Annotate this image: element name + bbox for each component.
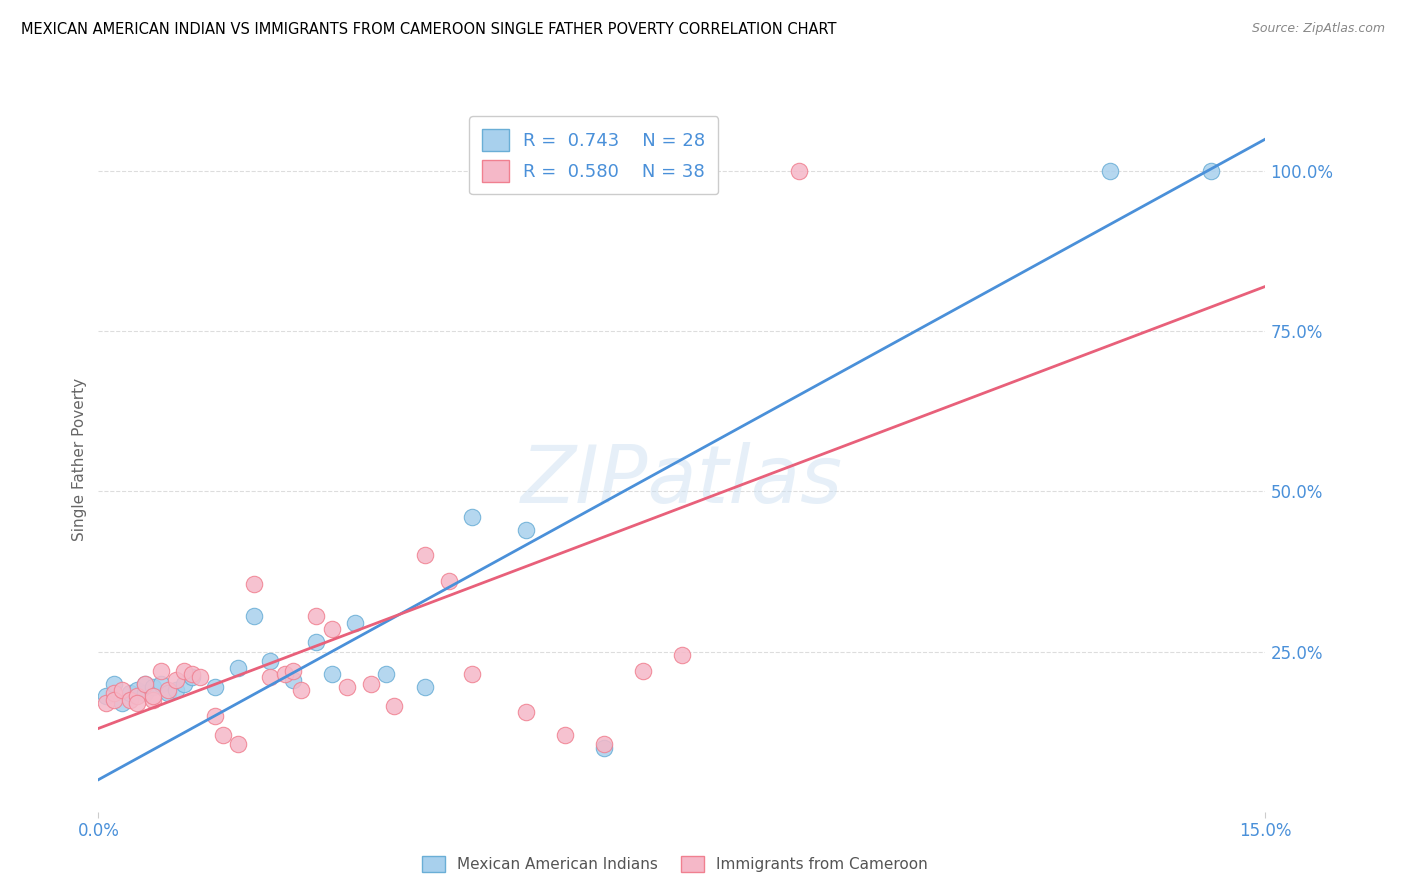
Point (204, 708, 226, 723)
Legend: Mexican American Indians, Immigrants from Cameroon: Mexican American Indians, Immigrants fro… (415, 848, 935, 880)
Point (228, 738, 250, 752)
Point (96, 696, 118, 710)
Point (118, 692, 141, 706)
Point (281, 673, 304, 688)
Point (375, 667, 398, 681)
Point (1199, 164, 1222, 178)
Point (321, 667, 343, 681)
Point (515, 706, 537, 720)
Point (180, 670, 202, 684)
Point (157, 686, 180, 700)
Y-axis label: Single Father Poverty: Single Father Poverty (72, 378, 87, 541)
Point (1098, 164, 1121, 178)
Point (787, 164, 810, 178)
Point (142, 680, 165, 694)
Point (103, 676, 125, 690)
Point (259, 654, 281, 668)
Point (360, 676, 382, 690)
Point (593, 740, 616, 755)
Point (142, 690, 165, 704)
Point (134, 676, 156, 690)
Point (103, 686, 125, 700)
Point (134, 686, 156, 700)
Text: Source: ZipAtlas.com: Source: ZipAtlas.com (1251, 22, 1385, 36)
Text: ZIPatlas: ZIPatlas (520, 442, 844, 519)
Point (118, 686, 141, 700)
Point (127, 696, 149, 710)
Point (111, 696, 134, 710)
Point (631, 664, 654, 678)
Text: MEXICAN AMERICAN INDIAN VS IMMIGRANTS FROM CAMEROON SINGLE FATHER POVERTY CORREL: MEXICAN AMERICAN INDIAN VS IMMIGRANTS FR… (21, 22, 837, 37)
Point (204, 680, 226, 694)
Point (274, 667, 297, 681)
Point (127, 683, 149, 698)
Legend: R =  0.743    N = 28, R =  0.580    N = 38: R = 0.743 N = 28, R = 0.580 N = 38 (470, 116, 718, 194)
Point (554, 728, 576, 742)
Point (259, 670, 281, 684)
Point (281, 664, 304, 678)
Point (134, 676, 156, 690)
Point (593, 738, 616, 752)
Point (212, 728, 235, 742)
Point (165, 673, 187, 688)
Point (515, 523, 537, 537)
Point (149, 664, 172, 678)
Point (290, 683, 312, 698)
Point (173, 664, 195, 678)
Point (305, 635, 328, 649)
Point (173, 676, 195, 690)
Point (111, 683, 134, 698)
Point (461, 510, 484, 524)
Point (305, 609, 328, 624)
Point (437, 574, 460, 588)
Point (413, 680, 436, 694)
Point (321, 622, 343, 636)
Point (671, 648, 693, 662)
Point (382, 699, 405, 714)
Point (413, 549, 436, 563)
Point (344, 615, 367, 630)
Point (165, 683, 187, 698)
Point (103, 692, 125, 706)
Point (243, 577, 266, 591)
Point (127, 690, 149, 704)
Point (228, 660, 250, 674)
Point (336, 680, 359, 694)
Point (461, 667, 484, 681)
Point (96, 690, 118, 704)
Point (188, 670, 211, 684)
Point (180, 667, 202, 681)
Point (142, 692, 165, 706)
Point (243, 609, 266, 624)
Point (157, 683, 180, 698)
Point (149, 676, 172, 690)
